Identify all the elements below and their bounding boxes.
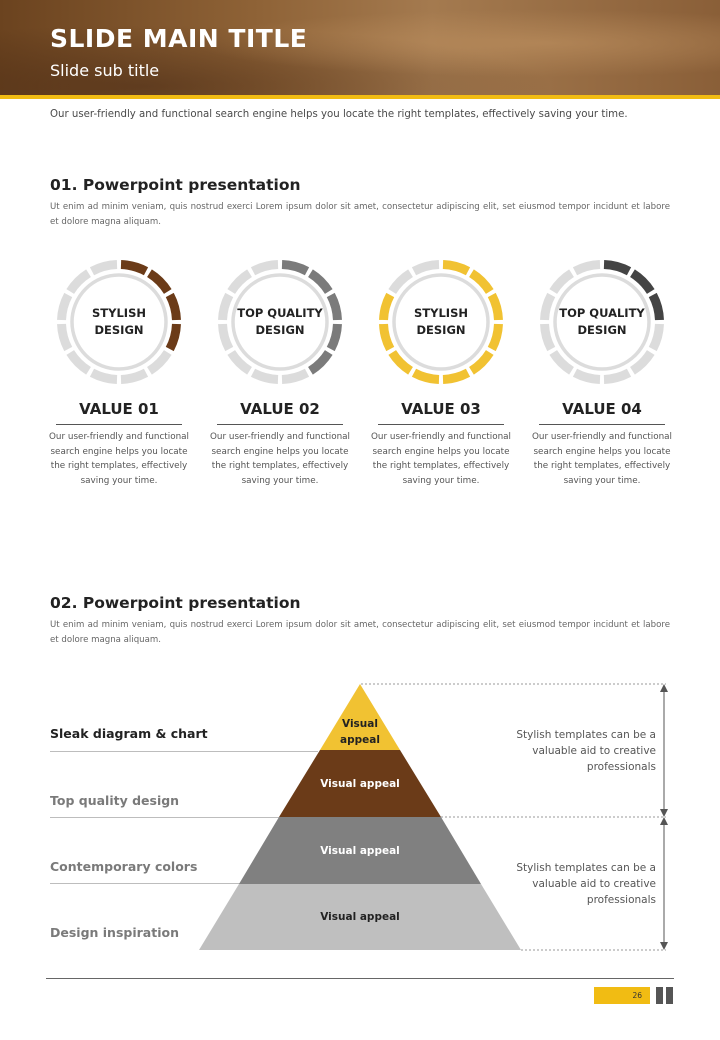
ring-inner-circle — [231, 273, 329, 371]
ring-label: TOP QUALITY DESIGN — [237, 306, 323, 337]
pyramid-side-label-3: Contemporary colors — [50, 859, 198, 874]
section2-text: Ut enim ad minim veniam, quis nostrud ex… — [50, 620, 670, 645]
value-underline — [378, 424, 504, 425]
side-divider-1 — [50, 751, 318, 752]
ring-segment — [57, 260, 182, 384]
ring-segment — [56, 260, 181, 384]
ring-segment — [378, 260, 503, 384]
pyramid-side-label-2: Top quality design — [50, 793, 180, 808]
intro-text: Our user-friendly and functional search … — [50, 109, 628, 120]
pyramid-note-lower: Stylish templates can be a valuable aid … — [516, 862, 656, 906]
slide-sub-title: Slide sub title — [50, 61, 160, 80]
value-underline — [56, 424, 182, 425]
ring-segment — [57, 260, 181, 384]
value-underline — [217, 424, 343, 425]
header-banner — [0, 0, 720, 96]
value-description: Our user-friendly and functional search … — [531, 432, 672, 486]
value-description: Our user-friendly and functional search … — [370, 432, 511, 486]
ring-inner-circle — [553, 273, 651, 371]
pyramid-tier-1 — [320, 684, 400, 750]
pyramid-label-4: Visual appeal — [320, 911, 400, 923]
value-title: VALUE 03 — [401, 400, 481, 418]
ring-1: STYLISH DESIGN — [54, 257, 184, 387]
ring-segment — [218, 260, 342, 384]
value-title: VALUE 01 — [79, 400, 159, 418]
section2-title: 02. Powerpoint presentation — [50, 594, 301, 612]
ring-label: TOP QUALITY DESIGN — [559, 306, 645, 337]
ring-segment — [218, 260, 342, 385]
pyramid-label-2: Visual appeal — [320, 778, 400, 790]
pyramid-label-1: Visual appeal — [340, 718, 380, 746]
ring-segment — [379, 260, 503, 384]
pyramid-tier-2 — [279, 750, 441, 817]
arrowhead-up-2 — [660, 817, 668, 825]
ring-segment — [218, 260, 342, 384]
ring-label: STYLISH DESIGN — [414, 306, 468, 337]
arrowhead-down-1 — [660, 809, 668, 817]
page-number: 26 — [594, 987, 650, 1004]
pyramid-tier-3 — [239, 817, 481, 884]
arrowhead-down-2 — [660, 942, 668, 950]
footer-bar-1 — [656, 987, 663, 1004]
value-description: Our user-friendly and functional search … — [209, 432, 350, 486]
ring-segment — [540, 260, 664, 384]
ring-4: TOP QUALITY DESIGN — [537, 257, 667, 387]
section1-title: 01. Powerpoint presentation — [50, 176, 301, 194]
side-divider-2 — [50, 817, 284, 818]
pyramid-tier-4 — [199, 884, 521, 950]
ring-inner-circle — [70, 273, 168, 371]
side-divider-3 — [50, 883, 242, 884]
pyramid-side-label-4: Design inspiration — [50, 925, 179, 940]
ring-segment — [540, 260, 664, 384]
header-accent-bar — [0, 95, 720, 99]
ring-segment — [57, 260, 181, 385]
pyramid-label-3: Visual appeal — [320, 845, 400, 857]
footer-divider — [46, 978, 674, 979]
ring-segment — [56, 260, 181, 384]
ring-segment — [379, 260, 503, 385]
ring-2: TOP QUALITY DESIGN — [215, 257, 345, 387]
slide-main-title: SLIDE MAIN TITLE — [50, 24, 308, 53]
arrowhead-up-1 — [660, 684, 668, 692]
value-description: Our user-friendly and functional search … — [48, 432, 189, 486]
ring-label: STYLISH DESIGN — [92, 306, 146, 337]
ring-segment — [57, 260, 181, 384]
value-title: VALUE 02 — [240, 400, 320, 418]
ring-segment — [57, 260, 182, 384]
ring-segment — [379, 260, 504, 384]
ring-segment — [218, 260, 343, 384]
pyramid-side-label-1: Sleak diagram & chart — [50, 726, 208, 741]
value-title: VALUE 04 — [562, 400, 642, 418]
ring-segment — [57, 260, 181, 384]
value-underline — [539, 424, 665, 425]
pyramid-note-upper: Stylish templates can be a valuable aid … — [516, 729, 656, 773]
ring-inner-circle — [392, 273, 490, 371]
ring-segment — [218, 260, 342, 384]
ring-3: STYLISH DESIGN — [376, 257, 506, 387]
section1-text: Ut enim ad minim veniam, quis nostrud ex… — [50, 202, 670, 227]
footer-bar-2 — [666, 987, 673, 1004]
